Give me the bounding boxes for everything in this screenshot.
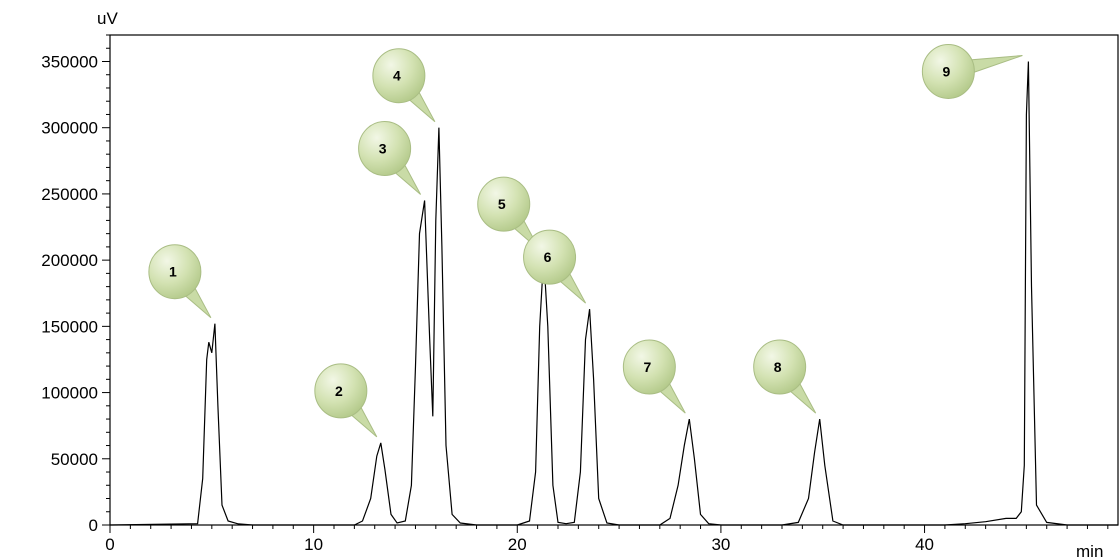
y-axis-unit-label: uV [97, 9, 118, 28]
y-axis: 0 50000 100000 150000 200000 250000 300000 3500… [41, 34, 110, 535]
callout-bubble [314, 363, 368, 419]
x-axis: 0 10 20 30 40 [105, 525, 1109, 554]
x-tick-label: 0 [105, 535, 114, 554]
peak-callouts: 1 2 3 4 5 6 7 8 9 [148, 43, 1023, 438]
peak-callout: 8 [753, 339, 817, 414]
y-tick-label: 0 [89, 516, 98, 535]
plot-frame [109, 34, 1119, 526]
x-tick-label: 30 [711, 535, 730, 554]
callout-bubble [477, 176, 531, 232]
y-tick-label: 150000 [41, 317, 98, 336]
peak-callout: 7 [622, 339, 686, 414]
peak-callout: 4 [372, 48, 436, 123]
callout-bubble [358, 121, 412, 177]
y-tick-label: 100000 [41, 384, 98, 403]
callout-label: 9 [942, 63, 950, 79]
callout-bubble [148, 244, 202, 300]
x-axis-unit-label: min [1076, 542, 1103, 560]
peak-callout: 2 [314, 363, 378, 438]
callout-label: 6 [544, 249, 552, 265]
y-tick-label: 300000 [41, 119, 98, 138]
callout-bubble [921, 43, 975, 99]
chromatogram-trace [109, 61, 1118, 526]
callout-bubble [753, 339, 807, 395]
callout-bubble [622, 339, 676, 395]
callout-label: 1 [169, 264, 177, 280]
y-tick-label: 250000 [41, 185, 98, 204]
callout-label: 7 [643, 359, 651, 375]
peak-callout: 3 [358, 121, 422, 195]
callout-label: 2 [335, 383, 343, 399]
callout-label: 5 [498, 196, 506, 212]
y-tick-label: 350000 [41, 52, 98, 71]
callout-label: 8 [774, 359, 782, 375]
y-tick-label: 50000 [51, 450, 98, 469]
peak-callout: 9 [921, 43, 1023, 99]
peak-callout: 1 [148, 244, 212, 319]
peak-callout: 6 [523, 229, 587, 304]
callout-label: 4 [393, 68, 401, 84]
y-tick-label: 200000 [41, 251, 98, 270]
x-tick-label: 40 [915, 535, 934, 554]
x-tick-label: 10 [304, 535, 323, 554]
callout-bubble [372, 48, 426, 104]
callout-bubble [523, 229, 577, 285]
callout-label: 3 [379, 141, 387, 157]
x-tick-label: 20 [508, 535, 527, 554]
